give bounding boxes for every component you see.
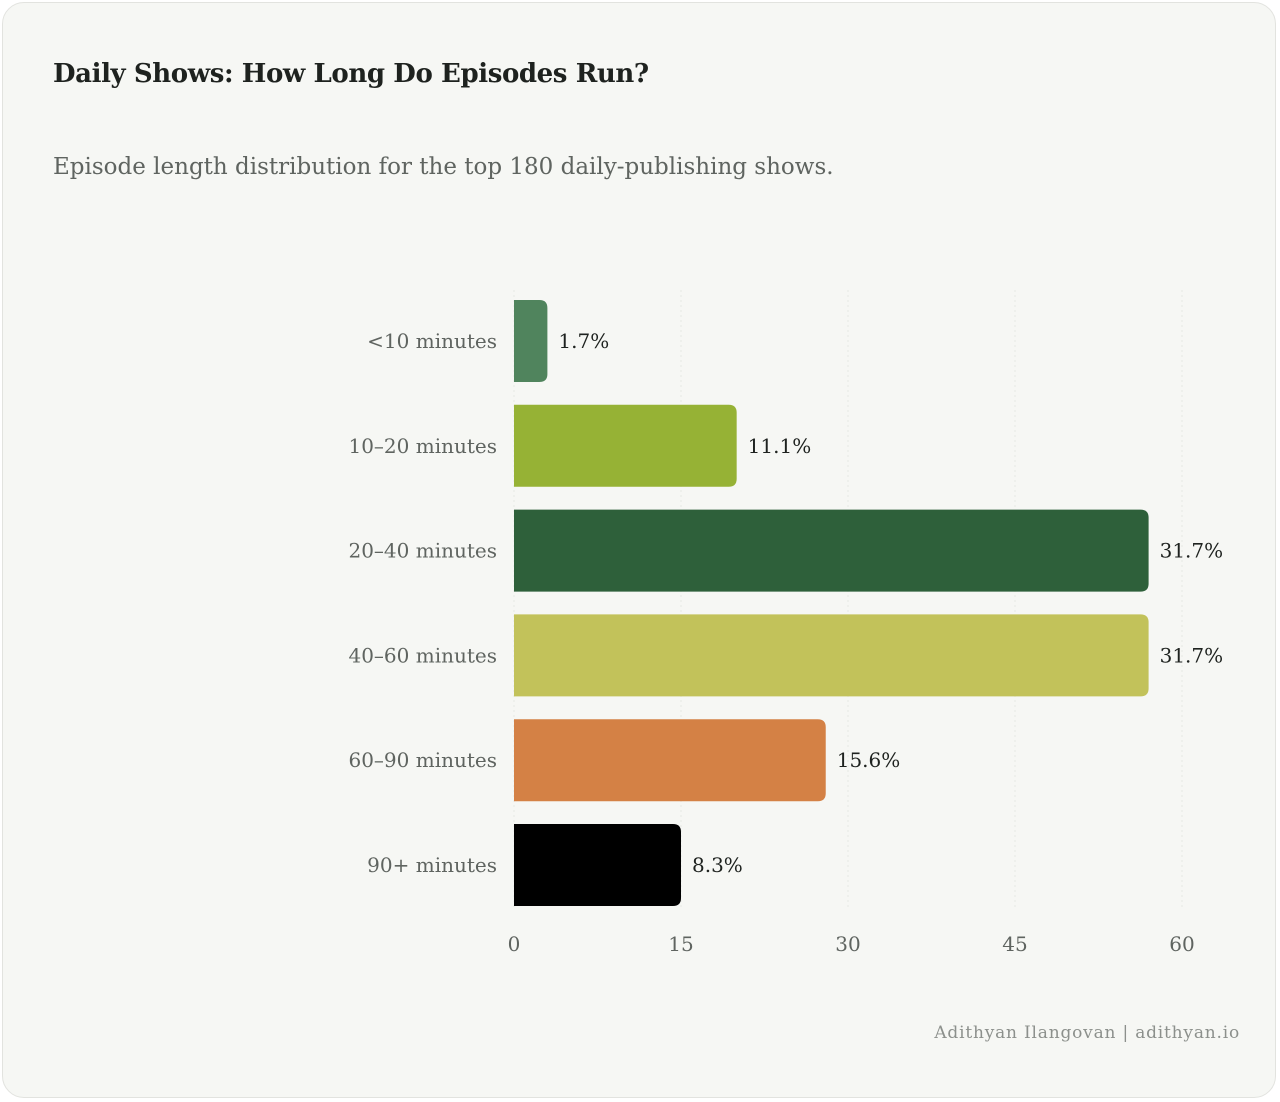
- value-label: 31.7%: [1160, 539, 1224, 563]
- bar: [514, 509, 1149, 592]
- footer-credit: Adithyan Ilangovan | adithyan.io: [934, 1023, 1240, 1043]
- category-label: 60–90 minutes: [348, 748, 497, 772]
- category-label: 90+ minutes: [367, 853, 497, 877]
- category-label: <10 minutes: [367, 329, 497, 353]
- bar: [514, 614, 1149, 697]
- x-tick-label: 60: [1169, 932, 1194, 956]
- category-label: 20–40 minutes: [348, 539, 497, 563]
- bar: [514, 824, 681, 906]
- x-tick-label: 30: [835, 932, 860, 956]
- chart-title: Daily Shows: How Long Do Episodes Run?: [53, 59, 649, 89]
- value-label: 1.7%: [558, 329, 609, 353]
- bar: [514, 404, 737, 487]
- value-label: 31.7%: [1160, 643, 1224, 667]
- category-label: 10–20 minutes: [348, 434, 497, 458]
- x-tick-label: 45: [1002, 932, 1027, 956]
- x-tick-label: 0: [508, 932, 521, 956]
- value-label: 11.1%: [748, 434, 812, 458]
- bar: [514, 300, 548, 382]
- bar: [514, 719, 826, 802]
- chart-subtitle: Episode length distribution for the top …: [53, 154, 834, 180]
- value-label: 8.3%: [692, 853, 743, 877]
- category-label: 40–60 minutes: [348, 643, 497, 667]
- value-label: 15.6%: [837, 748, 901, 772]
- x-tick-label: 15: [668, 932, 693, 956]
